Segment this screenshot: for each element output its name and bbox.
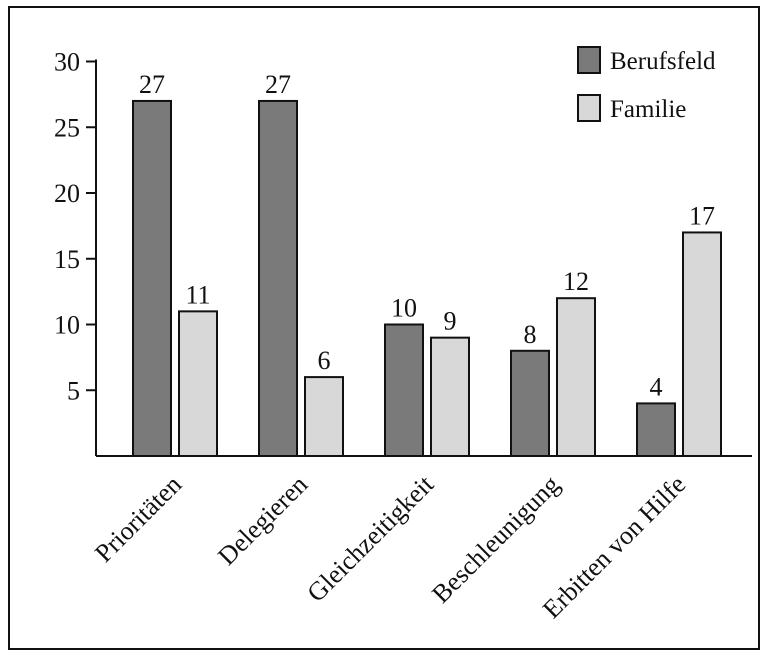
category-label: Gleichzeitigkeit	[301, 469, 439, 607]
legend-label: Familie	[610, 96, 686, 123]
bar-familie	[682, 231, 722, 457]
bar-berufsfeld	[132, 99, 172, 457]
category-label: Beschleunigung	[426, 470, 565, 609]
bar-familie	[556, 297, 596, 458]
bar-berufsfeld	[258, 99, 298, 457]
legend-swatch	[577, 46, 601, 74]
bar-berufsfeld	[384, 323, 424, 457]
data-labels: 27 11 27 6 10 9 8 12 4 17	[139, 70, 715, 401]
data-label: 11	[185, 280, 210, 309]
data-label: 10	[391, 294, 417, 323]
y-tick-label: 10	[54, 311, 80, 340]
bar-berufsfeld	[510, 349, 550, 457]
data-label: 4	[650, 372, 663, 401]
category-label: Prioritäten	[89, 470, 187, 568]
data-label: 8	[524, 320, 537, 349]
category-label: Delegieren	[212, 470, 313, 571]
bar-berufsfeld	[636, 402, 676, 457]
bar-familie	[430, 336, 470, 457]
data-label: 27	[265, 70, 291, 99]
data-label: 12	[563, 267, 589, 296]
y-tick-label: 20	[54, 179, 80, 208]
legend: Berufsfeld Familie	[577, 46, 716, 123]
bar-familie	[304, 376, 344, 458]
y-tick-label: 30	[54, 48, 80, 77]
y-tick-label: 15	[54, 245, 80, 274]
data-label: 17	[689, 201, 715, 230]
category-labels: Prioritäten DelegierenGleichzeitigkeitBes…	[89, 469, 691, 624]
bars	[132, 99, 722, 458]
data-label: 6	[318, 346, 331, 375]
bar-familie	[178, 310, 218, 457]
data-label: 9	[444, 307, 457, 336]
data-label: 27	[139, 70, 165, 99]
legend-label: Berufsfeld	[610, 48, 716, 75]
legend-swatch	[577, 94, 601, 122]
y-tick-label: 25	[54, 113, 80, 142]
y-tick-label: 5	[67, 376, 80, 405]
